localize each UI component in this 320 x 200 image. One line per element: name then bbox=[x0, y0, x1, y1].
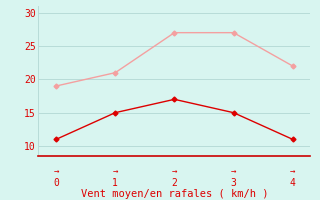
Text: 4: 4 bbox=[290, 178, 296, 188]
Text: →: → bbox=[172, 167, 177, 176]
Text: →: → bbox=[53, 167, 59, 176]
Text: 3: 3 bbox=[231, 178, 236, 188]
Text: Vent moyen/en rafales ( km/h ): Vent moyen/en rafales ( km/h ) bbox=[81, 189, 268, 199]
Text: →: → bbox=[113, 167, 118, 176]
Text: 2: 2 bbox=[172, 178, 177, 188]
Text: →: → bbox=[231, 167, 236, 176]
Text: 0: 0 bbox=[53, 178, 59, 188]
Text: 1: 1 bbox=[112, 178, 118, 188]
Text: →: → bbox=[290, 167, 295, 176]
